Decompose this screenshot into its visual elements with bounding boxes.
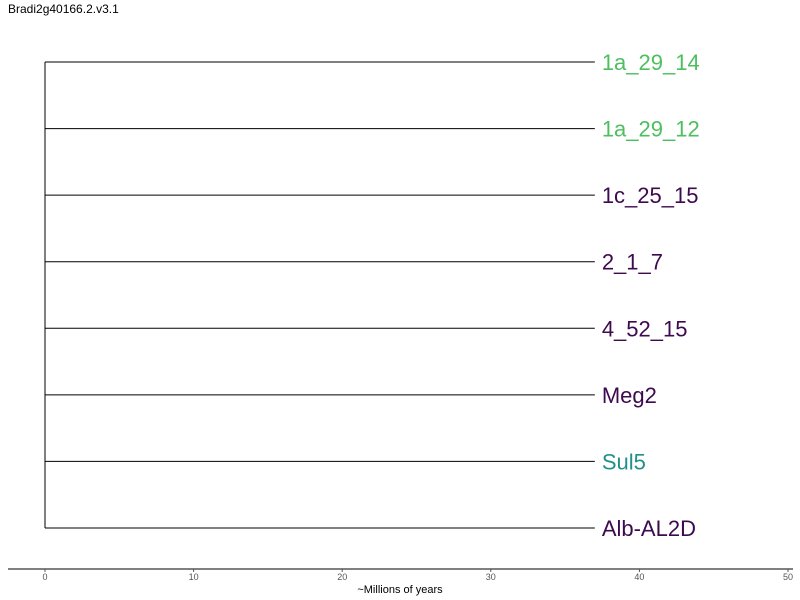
tip-labels: 1a_29_14 1a_29_12 1c_25_15 2_1_7 4_52_15 Meg2… xyxy=(602,50,700,541)
x-tick-label-50: 50 xyxy=(783,572,793,582)
x-tick-label-30: 30 xyxy=(486,572,496,582)
tip-label-Sul5: Sul5 xyxy=(602,449,646,474)
x-tick-label-0: 0 xyxy=(42,572,47,582)
tip-label-Meg2: Meg2 xyxy=(602,383,657,408)
page-title: Bradi2g40166.2.v3.1 xyxy=(8,2,119,16)
tip-label-1a_29_14: 1a_29_14 xyxy=(602,50,700,75)
x-axis: 0 10 20 30 40 50 xyxy=(8,568,793,582)
tip-label-4_52_15: 4_52_15 xyxy=(602,316,688,341)
x-tick-label-20: 20 xyxy=(337,572,347,582)
x-tick-label-40: 40 xyxy=(634,572,644,582)
tip-label-Alb-AL2D: Alb-AL2D xyxy=(602,516,696,541)
x-axis-title: ~Millions of years xyxy=(357,584,443,596)
x-tick-label-10: 10 xyxy=(189,572,199,582)
tip-label-2_1_7: 2_1_7 xyxy=(602,250,663,275)
tip-label-1c_25_15: 1c_25_15 xyxy=(602,183,699,208)
tree-branches xyxy=(44,61,595,529)
tip-label-1a_29_12: 1a_29_12 xyxy=(602,117,700,142)
